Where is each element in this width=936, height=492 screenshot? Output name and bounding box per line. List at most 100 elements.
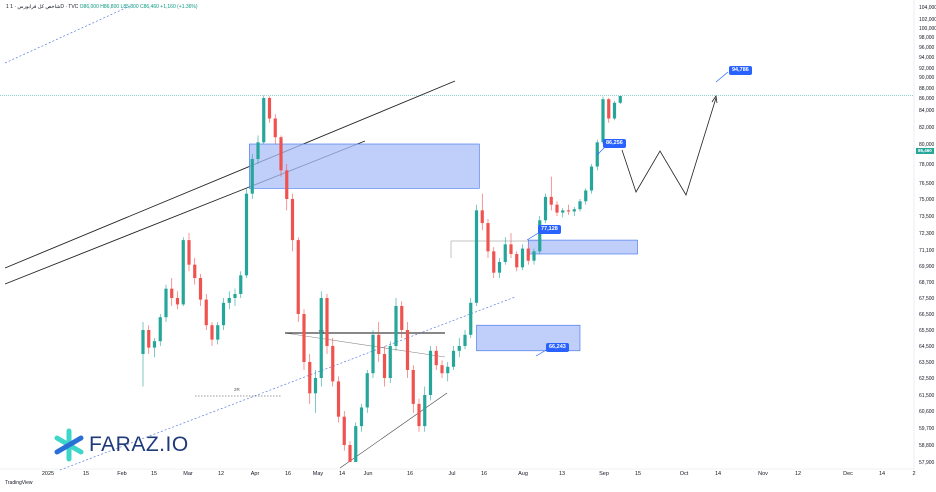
x-tick-label: Jul bbox=[448, 471, 455, 477]
candle-body bbox=[170, 288, 174, 298]
x-tick-label: Oct bbox=[680, 471, 689, 477]
candle-body bbox=[469, 302, 473, 335]
x-tick-label: Sep bbox=[599, 471, 609, 477]
candle-body bbox=[313, 378, 318, 394]
candle-body bbox=[256, 142, 260, 159]
candle-body bbox=[446, 366, 450, 374]
candle-body bbox=[296, 240, 300, 314]
candle-body bbox=[302, 314, 306, 362]
candle-body bbox=[348, 445, 352, 462]
callout-target-top[interactable]: 94,786 bbox=[729, 66, 752, 75]
candle-body bbox=[273, 118, 277, 138]
candle-body bbox=[474, 210, 479, 303]
candle-body bbox=[210, 325, 214, 340]
y-tick-label: 57,900 bbox=[919, 460, 935, 466]
candles bbox=[141, 95, 622, 462]
x-tick-label: Feb bbox=[117, 471, 126, 477]
candle-body bbox=[440, 365, 444, 374]
zone-mid[interactable] bbox=[527, 239, 638, 255]
x-tick-label: Dec bbox=[843, 471, 853, 477]
y-tick-label: 80,000 bbox=[919, 142, 935, 148]
ohlc-readout: O86,000 H86,800 L85,800 C86,460 +1,160 (… bbox=[79, 4, 198, 10]
candle-body bbox=[607, 99, 611, 119]
y-tick-label: 68,700 bbox=[919, 280, 935, 286]
time-axis: 2025 15 Feb 15 Mar 12 Apr 16 May 14 Jun 16 Jul 16 Aug 1… bbox=[0, 468, 916, 477]
y-tick-label: 63,500 bbox=[919, 360, 935, 366]
zone-upper[interactable] bbox=[249, 143, 480, 189]
candle-body bbox=[193, 264, 197, 278]
x-tick-label: 2 bbox=[912, 471, 915, 477]
y-tick-label: 61,500 bbox=[919, 393, 935, 399]
y-tick-label: 58,800 bbox=[919, 443, 935, 449]
candle-body bbox=[377, 334, 381, 354]
candle-body bbox=[308, 362, 312, 394]
candle-body bbox=[290, 199, 295, 241]
x-tick-label: 14 bbox=[715, 471, 721, 477]
candle-body bbox=[250, 159, 254, 194]
candle-body bbox=[578, 201, 582, 210]
candle-body bbox=[572, 209, 576, 212]
x-tick-label: 2025 bbox=[42, 471, 54, 477]
chart-header: 1 شاخص کل فرابورس · 1D · TVC O86,000 H86… bbox=[6, 4, 198, 10]
callout-recent-high[interactable]: 86,256 bbox=[603, 139, 626, 148]
candle-body bbox=[411, 370, 415, 404]
supply-demand-zones bbox=[249, 143, 638, 352]
candle-body bbox=[359, 407, 364, 427]
y-tick-label: 82,000 bbox=[919, 125, 935, 131]
x-tick-label: Nov bbox=[758, 471, 768, 477]
candle-body bbox=[244, 193, 249, 276]
x-tick-label: 16 bbox=[407, 471, 413, 477]
y-tick-label: 104,000 bbox=[919, 5, 936, 11]
symbol-line: 1 شاخص کل فرابورس · 1D · TVC bbox=[6, 4, 79, 10]
candle-body bbox=[515, 254, 519, 268]
candle-body bbox=[175, 298, 180, 305]
callout-level-low[interactable]: 66,243 bbox=[546, 343, 569, 352]
y-tick-label: 84,000 bbox=[919, 108, 935, 114]
candle-body bbox=[279, 137, 283, 171]
candle-body bbox=[233, 294, 237, 298]
y-tick-label: 100,000 bbox=[919, 26, 936, 32]
candle-body bbox=[434, 350, 438, 366]
candle-body bbox=[388, 346, 392, 378]
y-tick-label: 67,500 bbox=[919, 296, 935, 302]
candle-body bbox=[492, 251, 496, 273]
y-tick-label: 78,000 bbox=[919, 162, 935, 168]
trendlines bbox=[4, 5, 538, 471]
x-tick-label: Jun bbox=[364, 471, 373, 477]
faraz-logo: FARAZ.IO bbox=[52, 428, 189, 462]
y-tick-label: 60,600 bbox=[919, 409, 935, 415]
x-tick-label: 16 bbox=[285, 471, 291, 477]
candle-body bbox=[457, 346, 461, 351]
candle-body bbox=[561, 210, 565, 213]
candle-body bbox=[612, 102, 617, 119]
y-tick-label: 62,500 bbox=[919, 376, 935, 382]
channel-upper-line bbox=[4, 80, 456, 269]
candle-body bbox=[526, 248, 530, 261]
projection-zigzag bbox=[621, 97, 717, 196]
y-tick-label: 73,500 bbox=[919, 214, 935, 220]
candle-body bbox=[566, 210, 571, 212]
candle-body bbox=[181, 240, 185, 305]
y-tick-label: 92,000 bbox=[919, 66, 935, 72]
candle-body bbox=[532, 251, 536, 261]
projection-arrow-head bbox=[711, 94, 718, 104]
candle-body bbox=[394, 306, 398, 346]
candle-body bbox=[584, 190, 588, 202]
y-tick-label: 102,000 bbox=[919, 17, 936, 23]
y-tick-label: 88,000 bbox=[919, 86, 935, 92]
candle-body bbox=[486, 223, 490, 252]
candle-body bbox=[589, 166, 594, 191]
candle-body bbox=[342, 416, 346, 445]
x-tick-label: 12 bbox=[218, 471, 224, 477]
callout-level-mid[interactable]: 77,128 bbox=[538, 225, 561, 234]
candle-body bbox=[152, 341, 157, 348]
y-tick-label: 64,500 bbox=[919, 344, 935, 350]
candle-body bbox=[227, 298, 231, 303]
y-tick-label: 94,000 bbox=[919, 55, 935, 61]
candle-body bbox=[509, 244, 513, 254]
candle-body bbox=[239, 275, 243, 294]
candle-body bbox=[354, 426, 358, 462]
callout-leader-top bbox=[715, 71, 729, 83]
candle-body bbox=[549, 196, 553, 205]
